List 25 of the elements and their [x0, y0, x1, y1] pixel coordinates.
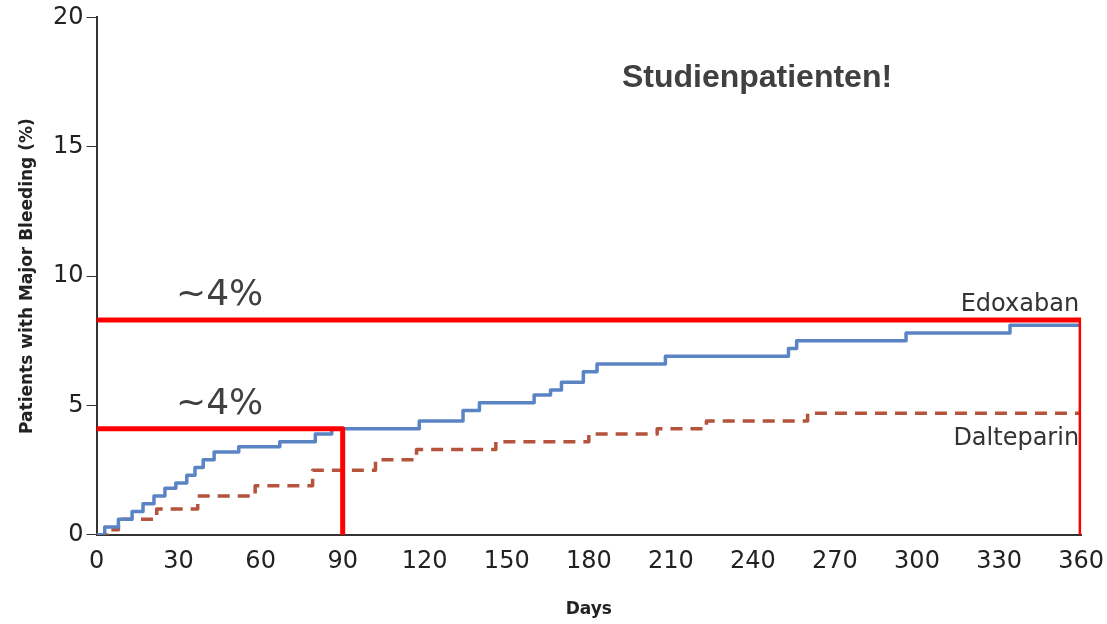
- series-label: Edoxaban: [960, 289, 1080, 318]
- x-tick-label: 360: [1058, 546, 1104, 575]
- y-axis-title: Patients with Major Bleeding (%): [16, 118, 37, 434]
- series-label: Dalteparin: [953, 423, 1080, 452]
- y-tick-label: 5: [68, 389, 84, 418]
- annotation: ~4%: [175, 272, 264, 314]
- x-tick-label: 150: [483, 546, 530, 575]
- x-axis-title: Days: [565, 598, 612, 619]
- x-tick-label: 180: [565, 546, 612, 575]
- x-tick-label: 60: [245, 546, 276, 575]
- x-tick-label: 330: [976, 546, 1022, 575]
- annotation: ~4%: [175, 381, 264, 423]
- y-tick-label: 20: [52, 1, 84, 30]
- x-tick-label: 300: [894, 546, 940, 575]
- x-tick-label: 30: [163, 546, 194, 575]
- x-tick-label: 270: [812, 546, 858, 575]
- y-tick-label: 15: [52, 130, 84, 159]
- x-tick-label: 90: [327, 546, 358, 575]
- y-tick-label: 10: [52, 260, 84, 289]
- y-tick-label: 0: [68, 519, 84, 548]
- x-tick-label: 210: [647, 546, 694, 575]
- text: Studienpatienten!: [621, 57, 893, 94]
- x-tick-label: 120: [401, 546, 448, 575]
- x-tick-label: 240: [730, 546, 776, 575]
- x-tick-label: 0: [88, 546, 105, 575]
